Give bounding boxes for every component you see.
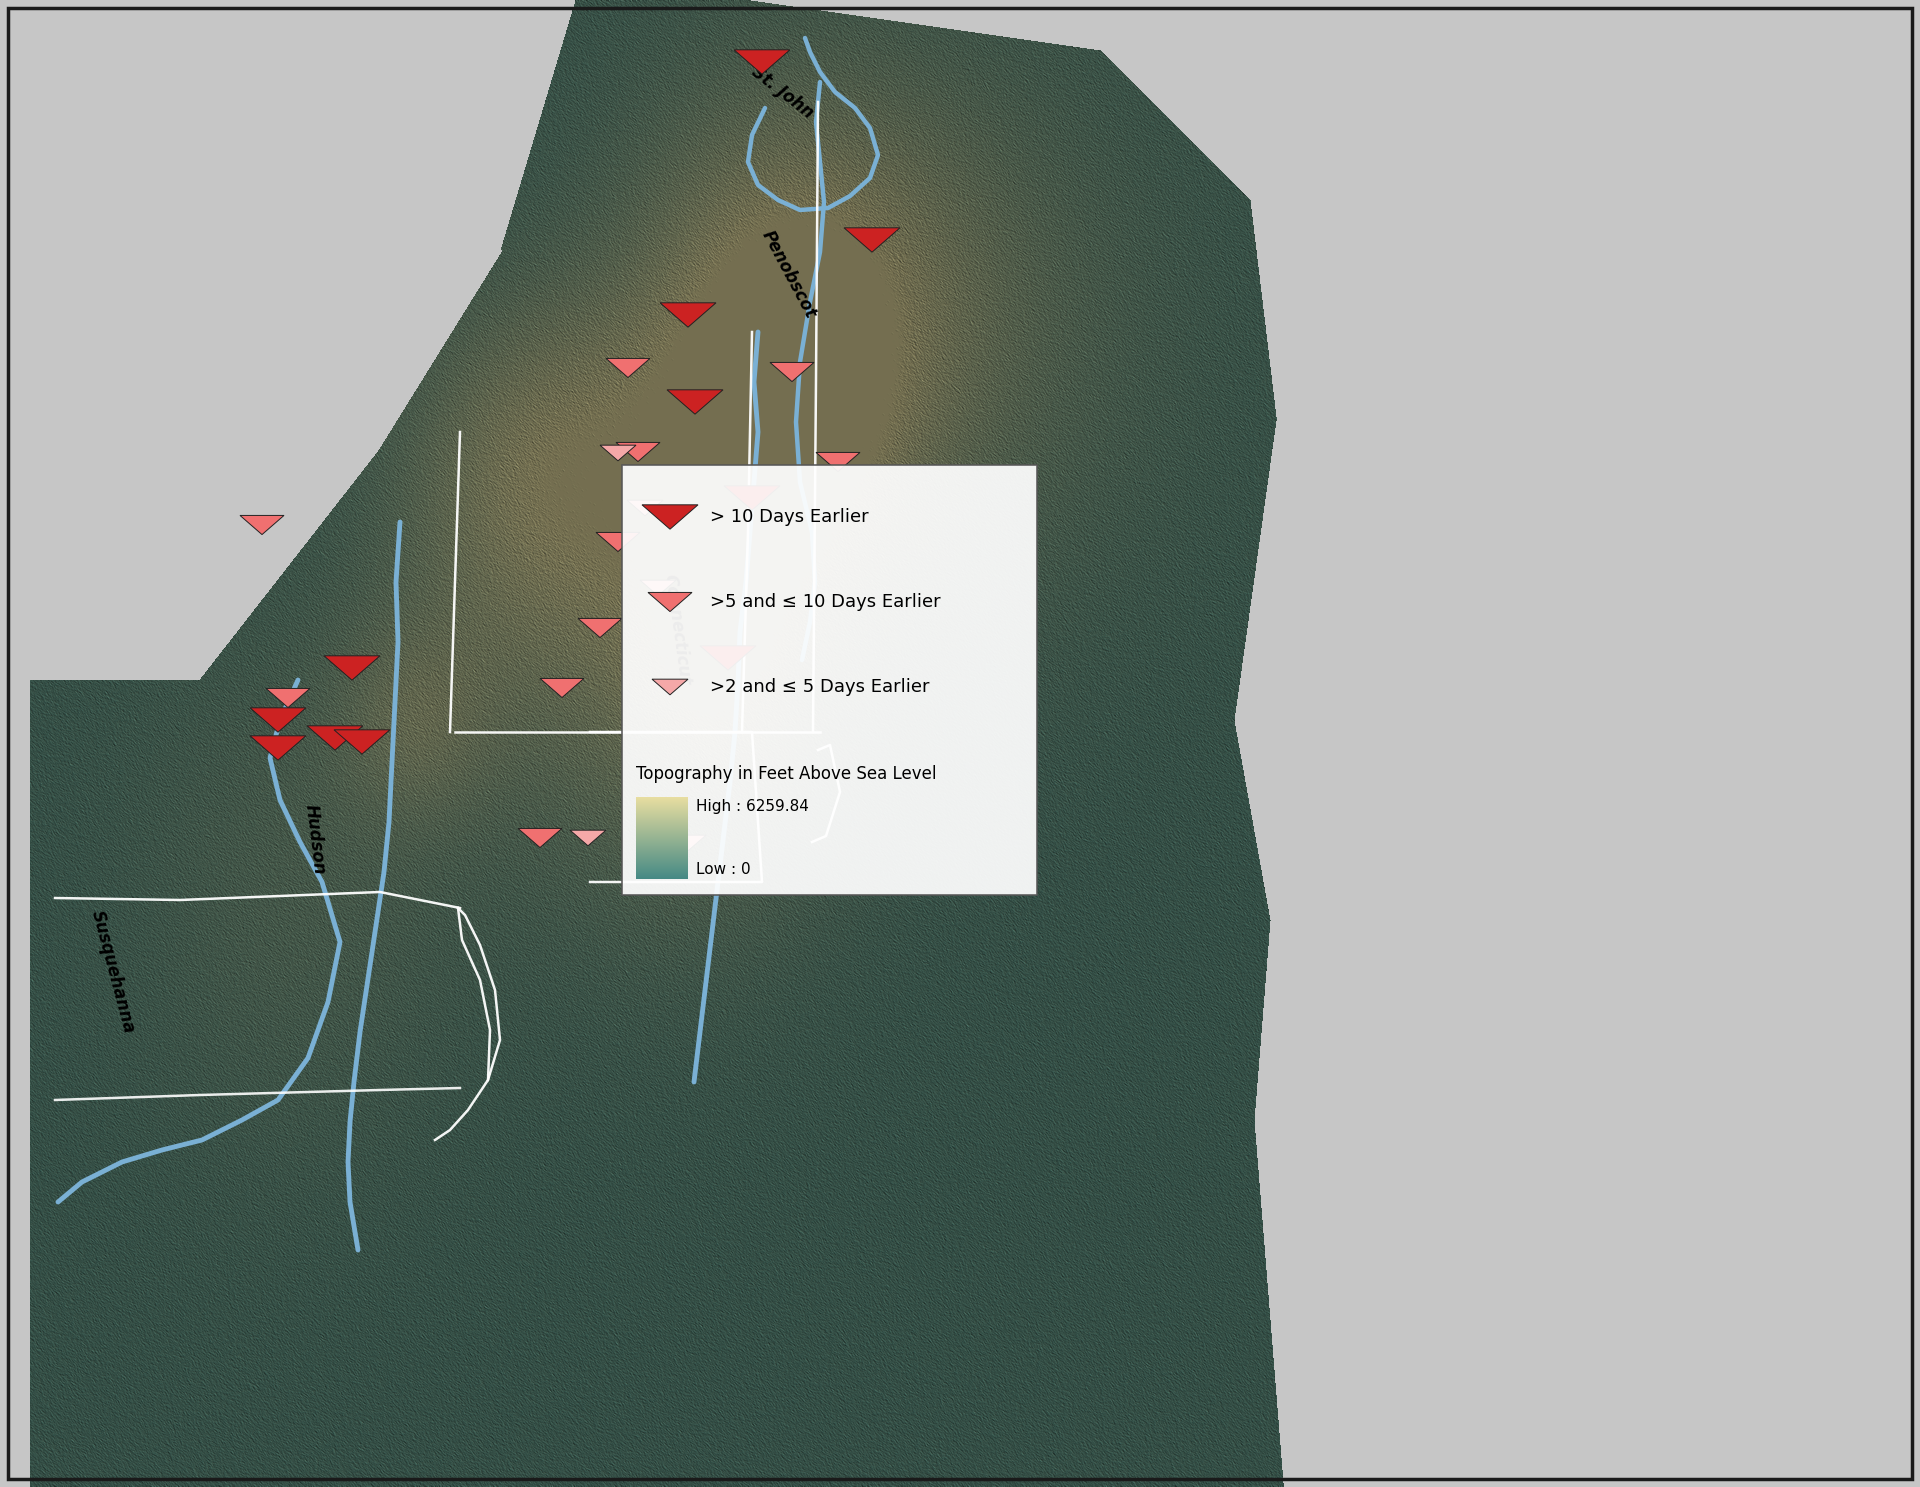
Polygon shape [518, 828, 563, 848]
Text: Hudson: Hudson [301, 803, 328, 876]
Polygon shape [334, 730, 390, 754]
Text: >5 and ≤ 10 Days Earlier: >5 and ≤ 10 Days Earlier [710, 593, 941, 611]
Polygon shape [250, 736, 305, 760]
Polygon shape [267, 688, 309, 708]
Polygon shape [660, 303, 716, 327]
Polygon shape [570, 830, 607, 846]
Polygon shape [240, 516, 284, 534]
Polygon shape [307, 726, 363, 749]
Polygon shape [616, 443, 660, 461]
FancyBboxPatch shape [622, 465, 1037, 895]
Polygon shape [595, 532, 639, 552]
Text: High : 6259.84: High : 6259.84 [695, 799, 808, 813]
Polygon shape [653, 680, 687, 694]
Text: Topography in Feet Above Sea Level: Topography in Feet Above Sea Level [636, 764, 937, 784]
Polygon shape [628, 500, 662, 516]
Text: Connecticut: Connecticut [660, 572, 693, 686]
Text: > 10 Days Earlier: > 10 Days Earlier [710, 509, 868, 526]
Text: Susquehanna: Susquehanna [88, 909, 138, 1036]
Polygon shape [649, 592, 691, 611]
Text: St. John: St. John [749, 62, 816, 122]
Polygon shape [701, 645, 756, 671]
Polygon shape [639, 580, 676, 596]
Polygon shape [324, 656, 380, 680]
Polygon shape [599, 445, 636, 461]
Text: >2 and ≤ 5 Days Earlier: >2 and ≤ 5 Days Earlier [710, 678, 929, 696]
Polygon shape [666, 390, 724, 415]
Text: Low : 0: Low : 0 [695, 862, 751, 877]
Polygon shape [816, 452, 860, 471]
Polygon shape [724, 486, 780, 510]
Polygon shape [540, 678, 584, 697]
Polygon shape [770, 363, 814, 382]
Polygon shape [845, 228, 900, 253]
Polygon shape [250, 708, 305, 732]
Polygon shape [641, 504, 699, 529]
Polygon shape [607, 358, 651, 378]
Polygon shape [578, 619, 622, 638]
Polygon shape [733, 51, 789, 74]
Text: Penobscot: Penobscot [758, 228, 820, 323]
Polygon shape [670, 836, 707, 851]
